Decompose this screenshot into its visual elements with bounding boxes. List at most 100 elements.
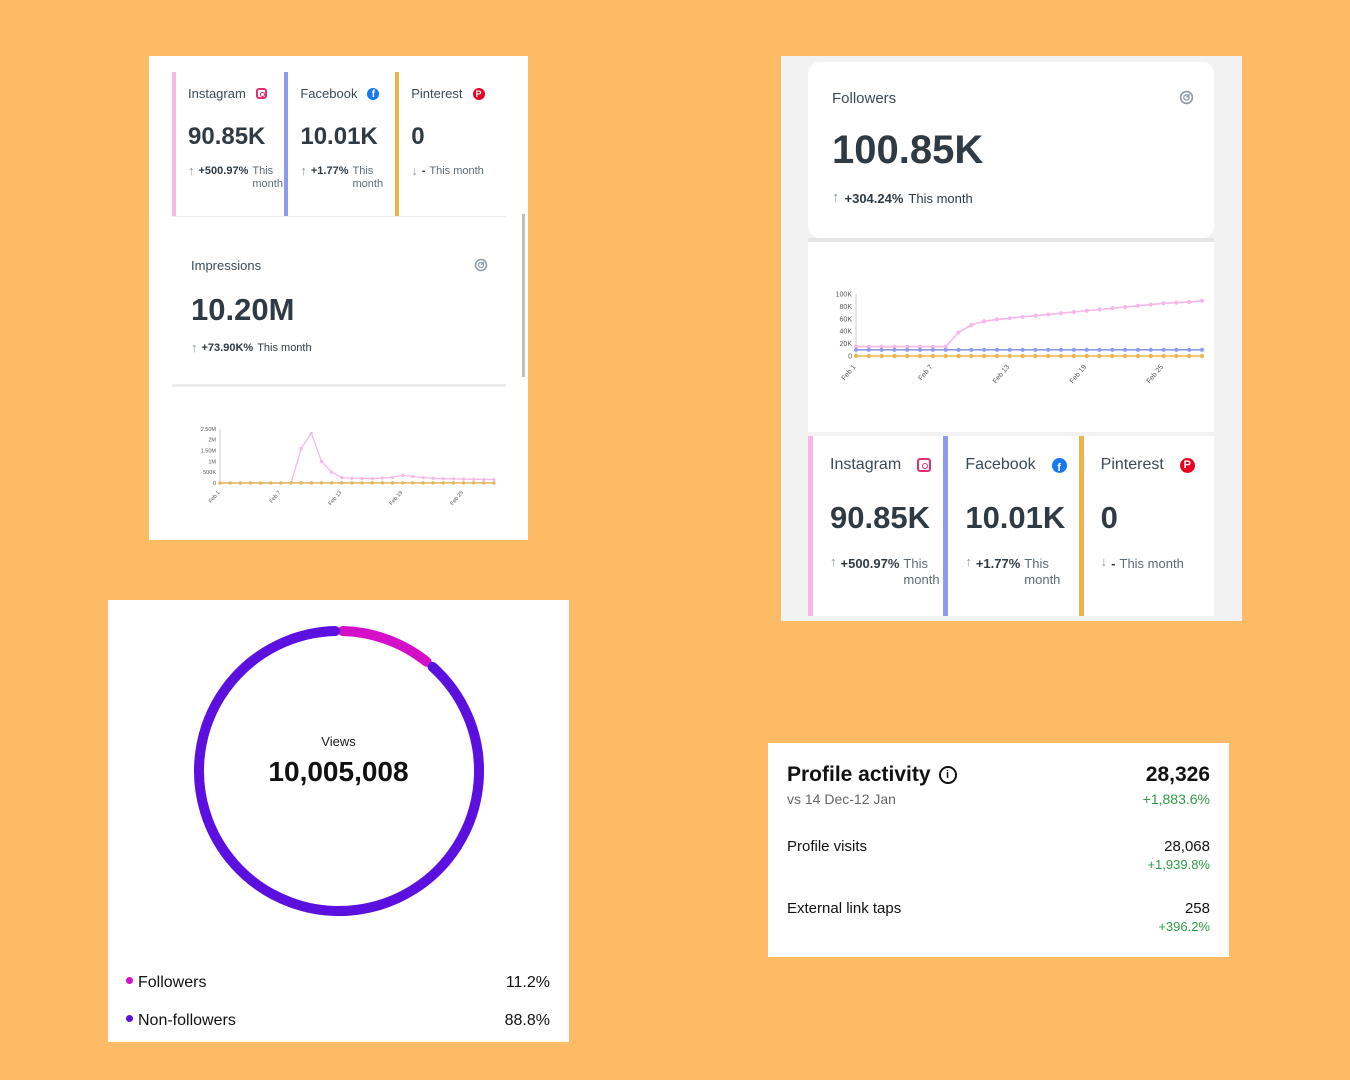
comparison-period: vs 14 Dec-12 Jan bbox=[787, 791, 896, 807]
platform-change: ↑ +500.97% This month bbox=[188, 163, 284, 191]
y-tick-label: 100K bbox=[836, 291, 853, 298]
data-point bbox=[1033, 347, 1038, 352]
platform-change: ↑ +1.77% This month bbox=[300, 164, 395, 191]
platform-card-pinterest[interactable]: Pinterest P 0 ↓ - This month bbox=[395, 72, 506, 216]
data-point bbox=[461, 481, 466, 485]
platform-card-instagram[interactable]: Instagram 90.85K ↑ +500.97% This month bbox=[172, 72, 284, 216]
series-line bbox=[856, 300, 1203, 348]
data-point bbox=[350, 481, 354, 485]
platform-name: Facebook bbox=[965, 456, 1036, 473]
platform-value: 0 bbox=[411, 123, 425, 150]
data-point bbox=[994, 317, 1000, 322]
platform-stats-row: Instagram 90.85K ↑ +500.97% This month Fac… bbox=[808, 436, 1214, 616]
info-icon[interactable]: i bbox=[938, 766, 957, 784]
data-point bbox=[982, 353, 987, 359]
data-point bbox=[299, 481, 303, 485]
y-tick-label: 2M bbox=[208, 438, 216, 444]
facebook-icon: f bbox=[367, 87, 380, 100]
y-tick-label: 500K bbox=[203, 470, 216, 476]
data-point bbox=[299, 446, 303, 451]
arrow-up-icon: ↑ bbox=[188, 163, 195, 178]
data-point bbox=[917, 344, 923, 349]
y-tick-label: 20K bbox=[840, 341, 853, 348]
impressions-card: Impressions 10.20M ↑ +73.90K% This month bbox=[172, 242, 506, 385]
platform-change: ↓ - This month bbox=[411, 164, 506, 178]
series-line bbox=[220, 431, 495, 484]
y-tick-label: 2.50M bbox=[201, 427, 217, 433]
data-point bbox=[380, 476, 384, 480]
data-point bbox=[1148, 353, 1153, 359]
data-point bbox=[1187, 347, 1192, 352]
data-point bbox=[943, 347, 948, 352]
x-tick-label: Feb 13 bbox=[328, 490, 344, 507]
data-point bbox=[401, 481, 405, 485]
data-point bbox=[917, 353, 923, 359]
data-point bbox=[1020, 353, 1025, 359]
platform-card-instagram[interactable]: Instagram 90.85K ↑ +500.97% This month bbox=[808, 436, 943, 616]
data-point bbox=[1033, 353, 1038, 359]
data-point bbox=[1123, 353, 1128, 359]
platform-card-facebook[interactable]: Facebook f 10.01K ↑ +1.77% This month bbox=[284, 72, 395, 216]
data-point bbox=[492, 477, 496, 482]
data-point bbox=[340, 476, 344, 480]
y-tick-label: 1M bbox=[208, 459, 216, 465]
change-percent: +73.90K% bbox=[201, 342, 254, 354]
scrollbar[interactable] bbox=[522, 214, 525, 377]
arrow-up-icon: ↑ bbox=[965, 554, 972, 569]
views-donut-panel: Views 10,005,008 Followers 11.2% Non-fol… bbox=[108, 600, 569, 1042]
gauge-icon[interactable] bbox=[474, 258, 488, 272]
data-point bbox=[1187, 353, 1192, 359]
data-point bbox=[370, 477, 374, 481]
y-tick-label: 80K bbox=[840, 304, 853, 311]
platform-card-pinterest[interactable]: Pinterest P 0 ↓ - This month bbox=[1078, 436, 1214, 616]
arrow-down-icon: ↓ bbox=[1100, 554, 1108, 569]
row-label-external-link-taps: External link taps bbox=[787, 900, 902, 917]
views-donut-chart bbox=[194, 626, 484, 916]
data-point bbox=[1084, 347, 1089, 352]
data-point bbox=[1007, 353, 1012, 359]
data-point bbox=[994, 347, 1000, 352]
change-period: This month bbox=[1119, 556, 1184, 571]
platform-change: ↓ - This month bbox=[1100, 554, 1214, 572]
gauge-icon[interactable] bbox=[1179, 90, 1194, 105]
platform-value: 90.85K bbox=[188, 123, 266, 150]
data-point bbox=[390, 481, 395, 485]
data-point bbox=[319, 459, 324, 463]
platform-card-facebook[interactable]: Facebook f 10.01K ↑ +1.77% This month bbox=[943, 436, 1078, 616]
x-tick-label: Feb 7 bbox=[918, 364, 935, 382]
data-point bbox=[451, 481, 456, 485]
legend-label: Non-followers bbox=[138, 1012, 236, 1029]
data-point bbox=[1135, 303, 1141, 308]
dashboard-panel-impressions: Instagram 90.85K ↑ +500.97% This month Fac… bbox=[149, 56, 528, 540]
legend-item-non-followers: Non-followers 88.8% bbox=[126, 1012, 550, 1030]
data-point bbox=[956, 330, 961, 335]
impressions-line-chart: 0 500K 1M 1.50M 2M 2.50M Feb 1 Feb 7 Feb 13 Feb 1… bbox=[201, 427, 496, 507]
change-period: This month bbox=[429, 165, 484, 177]
legend-value: 88.8% bbox=[504, 1012, 550, 1029]
arrow-up-icon: ↑ bbox=[191, 340, 198, 355]
data-point bbox=[1174, 347, 1179, 352]
data-point bbox=[1110, 353, 1115, 359]
data-point bbox=[879, 344, 884, 349]
donut-slice bbox=[337, 626, 432, 667]
data-point bbox=[1161, 353, 1166, 359]
title-text: Profile activity bbox=[787, 763, 931, 786]
change-percent: +304.24% bbox=[844, 191, 904, 206]
data-point bbox=[309, 431, 313, 435]
data-point bbox=[956, 347, 961, 352]
data-point bbox=[969, 353, 974, 359]
x-tick-label: Feb 25 bbox=[449, 490, 465, 507]
data-point bbox=[461, 477, 466, 481]
y-tick-label: 0 bbox=[213, 481, 216, 487]
followers-card: Followers 100.85K ↑ +304.24% This month bbox=[808, 62, 1214, 238]
donut-center-value: 10,005,008 bbox=[268, 756, 409, 787]
pinterest-color-bar bbox=[395, 72, 400, 216]
data-point bbox=[431, 476, 435, 480]
row-value-external-link-taps: 258 bbox=[1184, 900, 1210, 917]
data-point bbox=[892, 353, 897, 359]
data-point bbox=[1110, 347, 1115, 352]
data-point bbox=[1199, 347, 1205, 352]
pinterest-icon: P bbox=[1179, 457, 1195, 473]
data-point bbox=[370, 481, 374, 485]
data-point bbox=[994, 353, 1000, 359]
